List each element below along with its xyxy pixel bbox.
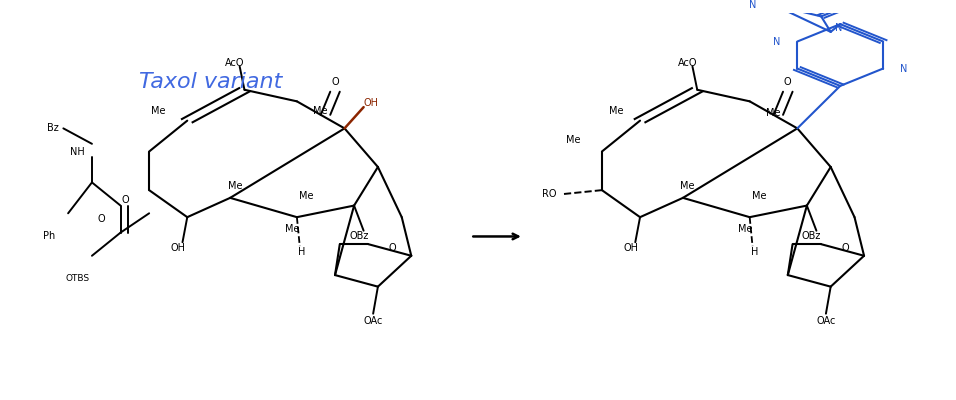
Text: O: O	[98, 214, 105, 224]
Text: H: H	[298, 247, 305, 257]
Text: Me: Me	[285, 224, 299, 234]
Text: AcO: AcO	[226, 58, 245, 68]
Text: Me: Me	[681, 181, 695, 191]
Text: OBz: OBz	[349, 232, 368, 242]
Text: N: N	[835, 23, 842, 33]
Text: O: O	[331, 77, 338, 87]
Text: OTBS: OTBS	[66, 274, 90, 284]
Text: OAc: OAc	[363, 316, 382, 326]
Text: Ph: Ph	[43, 232, 55, 242]
Text: Me: Me	[752, 191, 767, 201]
Text: Me: Me	[228, 181, 242, 191]
Text: O: O	[784, 77, 792, 87]
Text: H: H	[750, 247, 758, 257]
Text: OBz: OBz	[802, 232, 821, 242]
Text: O: O	[841, 243, 849, 253]
Text: AcO: AcO	[678, 58, 698, 68]
Text: Me: Me	[566, 135, 580, 145]
Text: N: N	[901, 64, 908, 74]
Text: O: O	[121, 195, 129, 205]
Text: Me: Me	[314, 106, 328, 116]
Text: OAc: OAc	[816, 316, 836, 326]
Text: Bz: Bz	[47, 123, 58, 133]
Text: Me: Me	[767, 108, 781, 118]
Text: NH: NH	[71, 146, 85, 156]
Text: OH: OH	[170, 243, 185, 253]
Text: RO: RO	[542, 189, 556, 199]
Text: Me: Me	[738, 224, 752, 234]
Text: OH: OH	[363, 98, 379, 108]
Text: OH: OH	[623, 243, 638, 253]
Text: Taxol variant: Taxol variant	[140, 72, 283, 92]
Text: N: N	[749, 0, 756, 10]
Text: Me: Me	[151, 106, 166, 116]
Text: O: O	[388, 243, 396, 253]
Text: Me: Me	[299, 191, 314, 201]
Text: N: N	[772, 36, 780, 46]
Text: Me: Me	[609, 106, 623, 116]
